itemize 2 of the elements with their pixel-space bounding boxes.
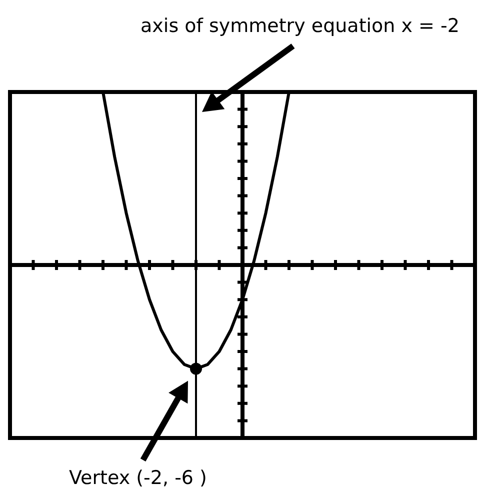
text: axis of symmetry equation x = -2 — [140, 15, 460, 37]
text: Vertex (-2, -6 ) — [69, 467, 207, 489]
